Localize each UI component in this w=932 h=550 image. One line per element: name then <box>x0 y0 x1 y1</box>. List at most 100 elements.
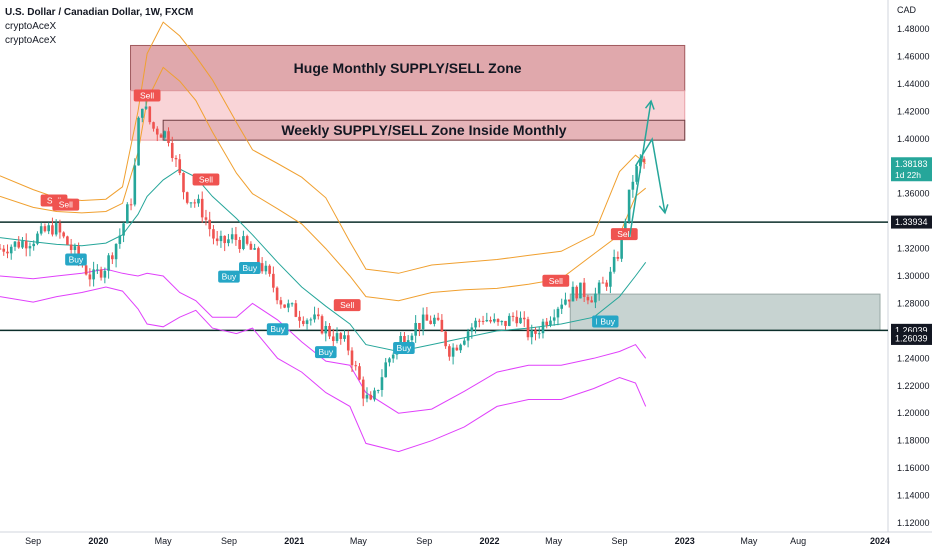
buy-signal-badge[interactable] <box>393 342 415 355</box>
candle-body <box>631 181 635 190</box>
candle-body <box>260 263 264 272</box>
indicator-label-1[interactable]: cryptoAceX <box>5 21 57 32</box>
y-tick-label: 1.32000 <box>897 244 930 254</box>
x-tick-label: Aug <box>790 536 806 546</box>
candle-body <box>118 235 122 244</box>
candle-body <box>515 316 519 324</box>
candle-body <box>339 333 343 339</box>
sell-signal-badge[interactable] <box>52 198 80 211</box>
candle-body <box>62 232 65 237</box>
candle-body <box>253 248 256 250</box>
candle-body <box>51 225 54 235</box>
candle-body <box>343 335 346 339</box>
candle-body <box>601 282 605 284</box>
price-tag[interactable] <box>891 215 932 229</box>
price-axis[interactable]: CAD 1.48000 1.46000 1.44000 1.42000 1.40000 1.… <box>891 5 932 528</box>
candle-body <box>481 320 485 322</box>
candle-body <box>230 234 234 240</box>
candle-body <box>159 134 163 138</box>
candle-body <box>470 327 474 332</box>
candles-layer <box>0 99 646 407</box>
y-tick-label: 1.42000 <box>897 106 930 116</box>
price-tag-label: 1.26039 <box>895 325 928 335</box>
supply-zone[interactable] <box>130 44 686 92</box>
candle-body <box>223 235 226 244</box>
candle-body <box>302 320 305 324</box>
candle-body <box>215 238 219 242</box>
x-tick-label: May <box>545 536 563 546</box>
indicator-label-2[interactable]: cryptoAceX <box>5 35 57 46</box>
candle-body <box>504 320 507 326</box>
candle-body <box>463 340 466 345</box>
candle-body <box>429 320 432 324</box>
candle-body <box>268 265 271 274</box>
candle-body <box>478 320 481 322</box>
candle-body <box>511 315 515 317</box>
candle-body <box>238 239 241 249</box>
candle-body <box>328 325 331 337</box>
sell-signal-badge[interactable] <box>333 299 361 312</box>
candle-body <box>309 319 313 321</box>
price-tag[interactable] <box>891 331 932 345</box>
x-tick-label: 2020 <box>88 536 108 546</box>
buy-signal-badge[interactable] <box>314 346 337 359</box>
candle-body <box>17 241 21 248</box>
candle-body <box>114 243 118 260</box>
candle-body <box>126 204 129 224</box>
signals-layer: Sell Sell Buy Sell Sell Buy Buy Buy Buy Sell Buy Se… <box>40 89 638 359</box>
candle-body <box>140 108 144 118</box>
sell-signal-badge[interactable] <box>192 173 220 186</box>
candle-body <box>298 316 301 321</box>
y-tick-label: 1.24000 <box>897 353 930 363</box>
candle-body <box>444 331 447 347</box>
buy-signal-badge[interactable] <box>596 315 619 328</box>
candle-body <box>380 377 384 390</box>
candle-body <box>552 317 556 321</box>
projection-arrow[interactable] <box>634 137 666 214</box>
chart-grid <box>0 0 932 533</box>
candle-body <box>0 248 2 250</box>
candle-body <box>451 347 455 357</box>
price-tag-label: 1.38183 <box>895 159 928 169</box>
candle-body <box>627 189 631 222</box>
buy-signal-badge[interactable] <box>239 262 261 275</box>
symbol-title[interactable]: U.S. Dollar / Canadian Dollar, 1W, FXCM <box>5 7 194 18</box>
time-axis[interactable]: Sep 2020 May Sep 2021 May Sep 2022 May Sep 2023 May… <box>25 536 890 546</box>
price-tag[interactable] <box>891 157 932 182</box>
sell-signal-badge[interactable] <box>133 89 161 102</box>
candle-body <box>549 320 552 326</box>
candle-body <box>234 234 238 240</box>
candle-body <box>193 202 197 204</box>
candle-body <box>2 248 6 252</box>
candle-body <box>185 192 189 203</box>
candle-body <box>92 269 95 280</box>
x-tick-label: Sep <box>611 536 627 546</box>
buy-signal-badge[interactable] <box>218 270 240 283</box>
candle-body <box>155 128 159 135</box>
supply-zone[interactable] <box>162 119 686 141</box>
sell-signal-label: Sell <box>340 300 354 310</box>
candle-body <box>534 330 537 334</box>
x-tick-label: 2022 <box>479 536 499 546</box>
projection-arrow[interactable] <box>628 100 652 238</box>
candle-body <box>294 303 298 317</box>
candle-body <box>43 226 47 232</box>
candle-body <box>129 204 133 206</box>
candle-body <box>519 317 522 324</box>
candle-body <box>455 347 459 351</box>
candle-body <box>47 225 50 232</box>
candle-body <box>556 308 560 318</box>
candle-body <box>639 158 642 167</box>
axis-unit-label: CAD <box>897 5 917 15</box>
candle-body <box>421 314 425 330</box>
candle-body <box>489 319 492 322</box>
sell-signal-badge[interactable] <box>542 274 570 287</box>
buy-signal-badge[interactable] <box>65 253 87 266</box>
buy-signal-badge[interactable] <box>266 323 289 336</box>
candle-body <box>163 131 167 138</box>
buy-signal-label: Buy <box>270 324 285 334</box>
candle-body <box>170 143 174 158</box>
candle-body <box>204 217 208 220</box>
supply-zone[interactable] <box>569 293 881 331</box>
